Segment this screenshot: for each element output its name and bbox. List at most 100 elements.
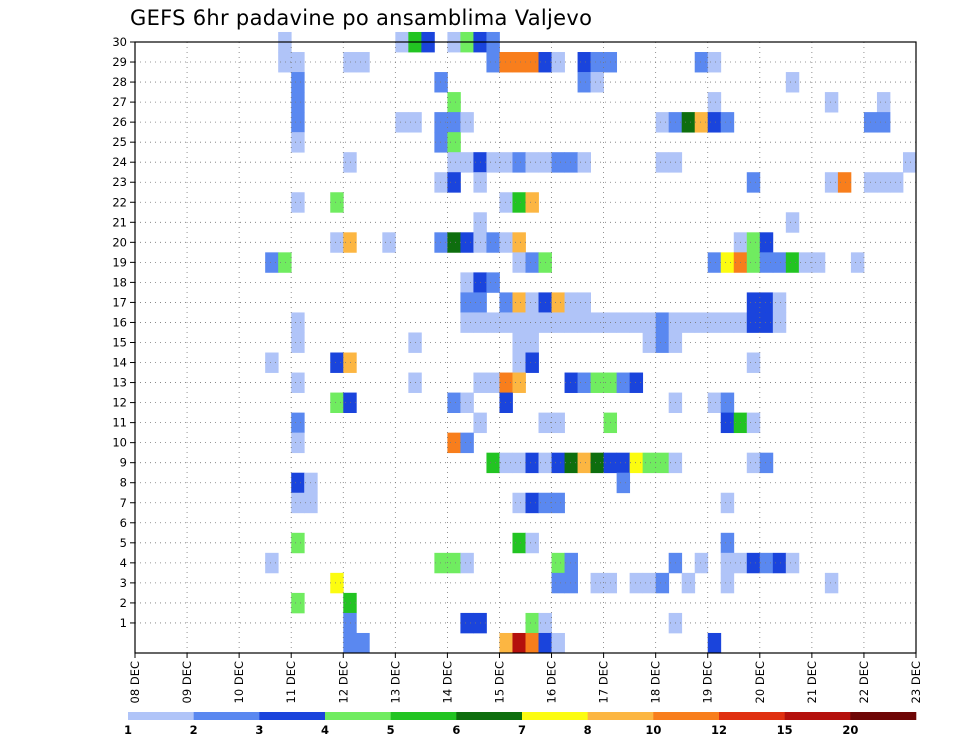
heatmap-cell <box>785 552 800 574</box>
heatmap-cell <box>291 72 305 93</box>
grid-lines <box>135 41 916 653</box>
y-tick-label: 22 <box>112 195 127 209</box>
legend-label: 7 <box>518 723 526 737</box>
heatmap-cell <box>447 232 461 253</box>
legend-label: 2 <box>190 723 198 737</box>
heatmap-cell <box>746 312 761 333</box>
heatmap-cell <box>265 352 279 373</box>
heatmap-cell <box>291 312 305 333</box>
heatmap-cell <box>577 72 591 93</box>
heatmap-cell <box>889 172 904 193</box>
heatmap-cell <box>291 192 305 213</box>
heatmap-cell <box>512 452 526 474</box>
heatmap-cell <box>434 132 448 153</box>
heatmap-cell <box>291 492 305 514</box>
heatmap-cell <box>707 52 722 73</box>
heatmap-cell <box>525 612 539 634</box>
heatmap-cell <box>629 372 644 393</box>
x-tick-label: 20 DEC <box>753 661 767 703</box>
heatmap-cell <box>785 252 800 273</box>
legend-label: 12 <box>711 723 727 737</box>
heatmap-cell <box>343 232 357 253</box>
y-tick-label: 12 <box>112 396 127 410</box>
heatmap-cell <box>746 352 761 373</box>
y-tick-label: 27 <box>112 95 127 109</box>
legend-swatch <box>719 712 785 720</box>
heatmap-cell <box>486 152 500 173</box>
legend-label: 4 <box>321 723 329 737</box>
y-tick-label: 17 <box>112 295 127 309</box>
legend-swatch <box>653 712 720 720</box>
heatmap-cell <box>434 552 448 574</box>
heatmap-cell <box>447 112 461 133</box>
heatmap-cell <box>720 572 735 594</box>
x-tick-label: 13 DEC <box>388 661 402 703</box>
heatmap-cell <box>824 92 839 113</box>
heatmap-cell <box>746 552 761 574</box>
heatmap-cell <box>655 452 670 474</box>
heatmap-cell <box>876 112 891 133</box>
heatmap-cell <box>759 312 774 333</box>
heatmap-cell <box>707 312 722 333</box>
heatmap-cell <box>330 232 344 253</box>
heatmap-cell <box>850 252 865 273</box>
heatmap-cell <box>486 452 500 474</box>
plot-frame <box>134 41 917 654</box>
heatmap-cell <box>499 632 513 654</box>
heatmap-cell <box>616 452 631 474</box>
legend-swatch <box>128 712 194 720</box>
legend-swatch <box>456 712 523 720</box>
heatmap-cell <box>564 312 578 333</box>
heatmap-cell <box>720 532 735 554</box>
heatmap-cell <box>681 112 696 133</box>
heatmap-cell <box>512 372 526 393</box>
heatmap-cell <box>343 152 357 173</box>
heatmap-cell <box>772 252 787 273</box>
heatmap-cell <box>876 92 891 113</box>
heatmap-cell <box>291 412 305 434</box>
y-tick-label: 16 <box>112 315 127 329</box>
heatmap-cell <box>291 472 305 494</box>
heatmap-cell <box>330 572 344 594</box>
x-tick-label: 10 DEC <box>232 661 246 703</box>
color-legend: 1 2 3 4 5 6 7 8 10 12 15 20 <box>124 712 917 737</box>
y-tick-label: 14 <box>112 356 127 370</box>
legend-label: 20 <box>842 723 858 737</box>
heatmap-cell <box>512 352 526 373</box>
heatmap-cell <box>460 312 474 333</box>
heatmap-cell <box>343 632 357 654</box>
y-tick-label: 28 <box>112 75 127 89</box>
heatmap-cell <box>486 52 500 73</box>
heatmap-cell <box>746 412 761 434</box>
heatmap-cell <box>876 172 891 193</box>
heatmap-cell <box>681 312 696 333</box>
heatmap-cell <box>655 572 670 594</box>
heatmap-cell <box>525 252 539 273</box>
heatmap-cell <box>512 492 526 514</box>
y-tick-label: 29 <box>112 55 127 69</box>
x-tick-label: 16 DEC <box>545 661 559 703</box>
heatmap-cell <box>590 372 604 393</box>
heatmap-cell <box>447 552 461 574</box>
y-tick-label: 9 <box>120 456 127 470</box>
y-tick-label: 10 <box>112 436 127 450</box>
heatmap-cell <box>291 332 305 353</box>
heatmap-cell <box>499 192 513 213</box>
heatmap-cell <box>460 232 474 253</box>
heatmap-cell <box>694 552 709 574</box>
heatmap-cell <box>759 552 774 574</box>
heatmap-cell <box>460 152 474 173</box>
heatmap-cell <box>577 312 591 333</box>
heatmap-cell <box>746 252 761 273</box>
heatmap-cell <box>629 312 644 333</box>
heatmap-cell <box>707 252 722 273</box>
legend-swatch <box>193 712 260 720</box>
heatmap-cell <box>447 392 461 413</box>
heatmap-cell <box>343 612 357 634</box>
legend-label: 8 <box>584 723 592 737</box>
heatmap-cell <box>616 312 631 333</box>
heatmap-cell <box>460 392 474 413</box>
heatmap-cell <box>551 572 565 594</box>
heatmap-cell <box>707 92 722 113</box>
heatmap-cell <box>460 292 474 313</box>
